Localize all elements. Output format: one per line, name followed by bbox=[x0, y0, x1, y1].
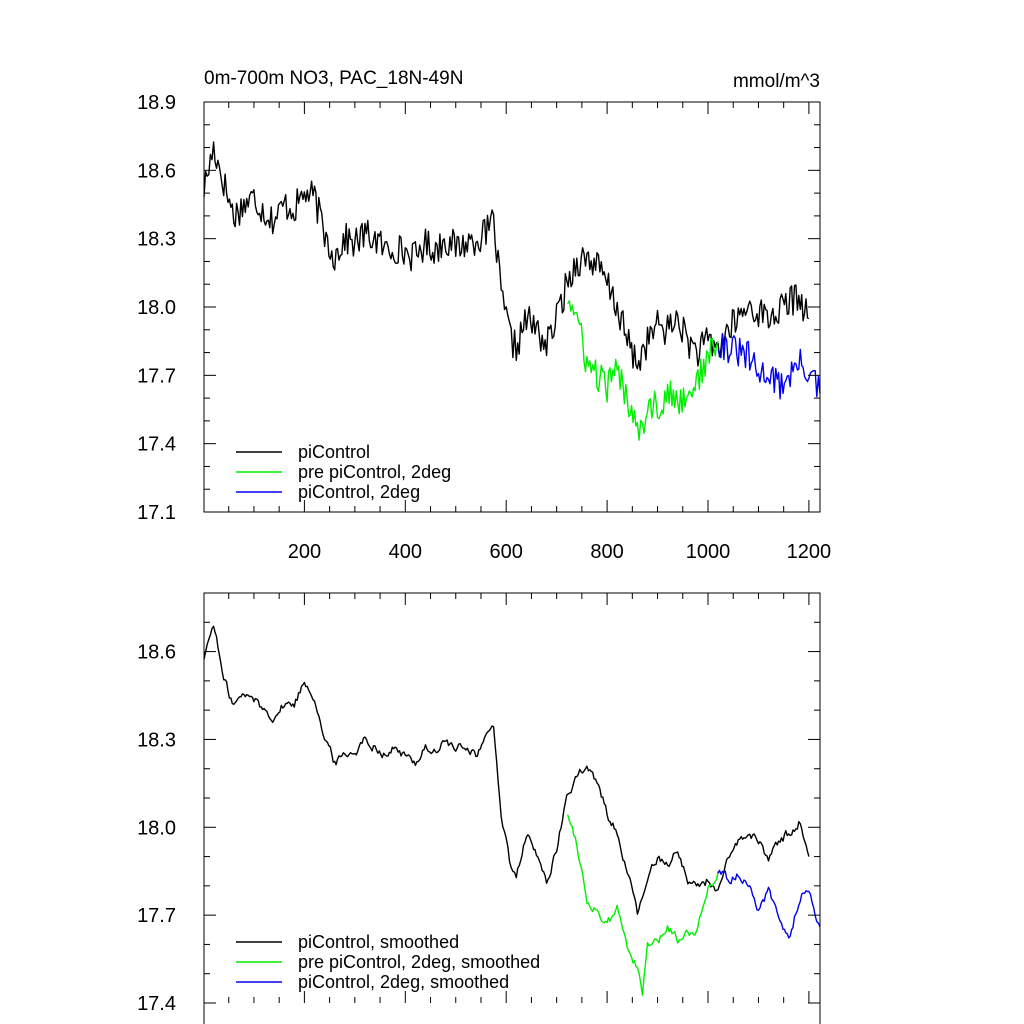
top-series-lines bbox=[203, 141, 821, 441]
y-tick-label: 17.7 bbox=[137, 365, 176, 387]
top-chart-panel: 0m-700m NO3, PAC_18N-49N mmol/m^3 17.117… bbox=[137, 68, 831, 563]
x-tick-label: 200 bbox=[288, 541, 321, 563]
y-tick-label: 17.7 bbox=[137, 905, 176, 927]
legend-label-picontrol-smoothed: piControl, smoothed bbox=[298, 932, 459, 952]
series-line-pre-picontrol-2deg bbox=[567, 300, 719, 441]
x-tick-label: 400 bbox=[389, 541, 422, 563]
y-tick-label: 17.1 bbox=[137, 502, 176, 524]
series-line-picontrol bbox=[203, 141, 810, 371]
y-tick-label: 18.3 bbox=[137, 229, 176, 251]
x-tick-label: 600 bbox=[490, 541, 523, 563]
series-line-picontrol-smoothed bbox=[203, 625, 810, 915]
y-tick-label: 18.0 bbox=[137, 297, 176, 319]
y-tick-label: 18.0 bbox=[137, 817, 176, 839]
legend-label-picontrol-2deg-smoothed: piControl, 2deg, smoothed bbox=[298, 972, 509, 992]
bottom-chart-panel: 17.4 17.7 18.0 18.3 18.6 piControl, smoothed… bbox=[137, 592, 821, 1024]
bottom-series-lines bbox=[203, 625, 821, 996]
units-label: mmol/m^3 bbox=[733, 71, 820, 92]
y-tick-label: 18.9 bbox=[137, 92, 176, 114]
series-line-picontrol-2deg bbox=[717, 333, 821, 400]
bottom-axis-ticks: 17.4 17.7 18.0 18.3 18.6 bbox=[137, 593, 820, 1015]
y-tick-label: 18.6 bbox=[137, 642, 176, 664]
chart-title: 0m-700m NO3, PAC_18N-49N bbox=[204, 68, 463, 89]
series-line-picontrol-2deg-smoothed bbox=[717, 869, 821, 939]
legend-label-picontrol: piControl bbox=[298, 442, 370, 462]
x-tick-label: 1000 bbox=[686, 541, 731, 563]
x-tick-label: 1200 bbox=[787, 541, 832, 563]
legend-label-pre-picontrol-2deg: pre piControl, 2deg bbox=[298, 462, 451, 482]
top-axis-ticks: 17.1 17.4 17.7 18.0 18.3 18.6 18.9 200 400 600 800… bbox=[137, 92, 831, 563]
y-tick-label: 18.3 bbox=[137, 729, 176, 751]
y-tick-label: 18.6 bbox=[137, 160, 176, 182]
top-plot-frame bbox=[203, 101, 821, 513]
y-tick-label: 17.4 bbox=[137, 434, 176, 456]
legend-label-picontrol-2deg: piControl, 2deg bbox=[298, 482, 420, 502]
y-tick-label: 17.4 bbox=[137, 993, 176, 1015]
bottom-plot-frame bbox=[203, 592, 821, 1024]
series-line-pre-picontrol-2deg-smoothed bbox=[567, 814, 719, 996]
x-tick-label: 800 bbox=[590, 541, 623, 563]
legend-label-pre-picontrol-2deg-smoothed: pre piControl, 2deg, smoothed bbox=[298, 952, 540, 972]
